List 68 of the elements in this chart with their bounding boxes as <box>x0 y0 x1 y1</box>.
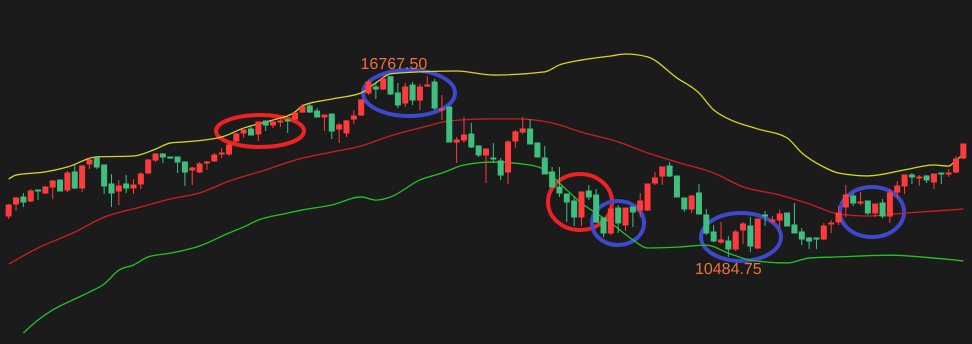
candlestick <box>116 180 122 206</box>
candlestick <box>372 82 379 100</box>
candlestick <box>123 174 130 194</box>
annotation: 10484.75 <box>694 261 762 278</box>
candlestick <box>930 174 937 190</box>
candlestick <box>6 204 12 220</box>
candlestick <box>835 206 842 226</box>
candlestick <box>916 174 922 187</box>
candlestick <box>284 118 291 134</box>
candlestick <box>35 190 42 201</box>
candlestick <box>747 216 754 253</box>
candlestick <box>20 192 26 208</box>
candlestick <box>732 230 739 252</box>
candlestick <box>299 103 306 114</box>
candlestick <box>630 206 636 228</box>
candlestick <box>13 196 20 212</box>
candlestick <box>350 110 357 124</box>
candlestick <box>498 158 504 181</box>
candlestick <box>696 184 702 215</box>
candlestick <box>328 114 335 140</box>
candlestick <box>79 164 86 193</box>
candlestick <box>842 184 849 218</box>
candlestick <box>615 204 622 234</box>
candlestick <box>908 172 915 185</box>
candlestick <box>886 188 893 224</box>
annotation: 16767.50 <box>360 56 428 73</box>
candlestick <box>240 128 247 138</box>
candlestick <box>872 204 878 218</box>
candlestick <box>262 120 269 132</box>
candlestick <box>64 170 70 193</box>
candlestick <box>880 198 886 219</box>
candlestick <box>248 124 254 136</box>
candlestick <box>490 142 496 164</box>
candlestick <box>864 200 871 216</box>
candlestick <box>952 156 959 174</box>
candlestick <box>938 172 944 185</box>
candlestick <box>740 222 746 245</box>
candlestick <box>858 192 864 206</box>
candlestick <box>255 121 262 142</box>
candlestick <box>424 75 430 88</box>
candlestick <box>820 222 827 241</box>
candlestick <box>483 148 489 184</box>
candlestick <box>57 180 64 192</box>
candlestick <box>402 82 408 108</box>
candlestick <box>850 192 856 207</box>
candlestick <box>688 194 695 214</box>
candlestick <box>358 98 364 116</box>
candlestick <box>828 220 834 234</box>
candlestick <box>204 160 210 171</box>
candlestick <box>72 164 78 190</box>
candlestick <box>659 166 666 186</box>
candlestick <box>762 210 768 227</box>
candlestick <box>321 114 328 132</box>
candlestick <box>416 83 423 110</box>
candlestick <box>725 236 732 258</box>
candlestick <box>622 208 629 232</box>
candlestick <box>366 79 372 96</box>
candlestick <box>138 172 144 190</box>
candlestick <box>380 76 386 90</box>
candlestick <box>718 222 724 245</box>
candlestick <box>86 156 92 170</box>
candlestick <box>960 144 966 160</box>
candlestick <box>681 198 688 213</box>
candlestick <box>410 81 416 106</box>
candlestick <box>28 188 34 203</box>
candlestick <box>438 94 445 121</box>
candlestick <box>130 178 137 195</box>
candlestick <box>652 172 658 186</box>
